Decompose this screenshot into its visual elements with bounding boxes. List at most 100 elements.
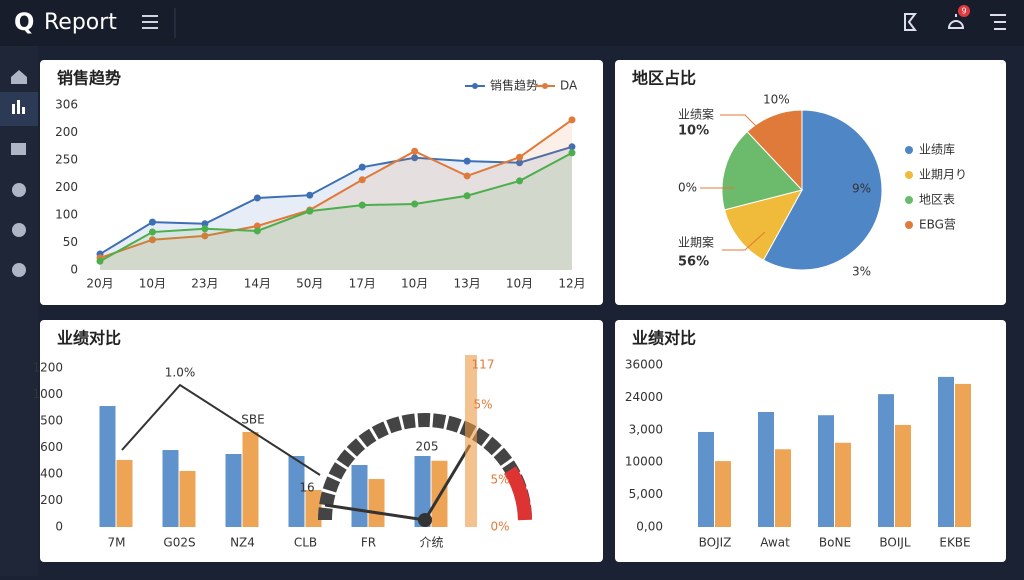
bell-icon[interactable] xyxy=(947,14,965,29)
bar xyxy=(305,490,322,527)
bar xyxy=(162,450,179,527)
point xyxy=(148,228,156,236)
x-tick-label: CLB xyxy=(294,536,317,550)
x-tick-label: BOIJL xyxy=(879,536,911,550)
y-tick-label: 1200 xyxy=(32,361,63,375)
point xyxy=(516,159,524,167)
annotation: 10% xyxy=(763,93,790,107)
panel xyxy=(40,60,603,305)
point xyxy=(253,227,261,235)
line xyxy=(99,119,573,259)
point xyxy=(358,163,366,171)
trend-line xyxy=(121,383,321,476)
x-tick-label: G02S xyxy=(163,536,195,550)
bar xyxy=(818,415,834,527)
panel-title: 业绩对比 xyxy=(632,329,696,348)
bar xyxy=(116,459,133,527)
panel-title: 地区占比 xyxy=(632,69,696,88)
bar xyxy=(242,431,259,527)
annotation: 业期案 xyxy=(678,235,714,250)
bar xyxy=(99,406,116,527)
point xyxy=(96,257,104,265)
x-tick-label: 介统 xyxy=(419,536,443,550)
share-icon[interactable] xyxy=(904,13,917,31)
annotation: 业绩案 xyxy=(678,107,714,122)
point xyxy=(516,177,524,185)
logo-mark[interactable]: Q xyxy=(14,8,34,36)
y-tick-label: 0 xyxy=(70,263,78,277)
point xyxy=(358,201,366,209)
y-tick-label: 1000 xyxy=(32,387,63,401)
legend-label: EBG营 xyxy=(919,218,956,232)
logo-text[interactable]: Report xyxy=(44,10,117,35)
annotation: 117 xyxy=(472,358,495,372)
point xyxy=(201,232,209,240)
menu-button[interactable] xyxy=(142,15,158,29)
point xyxy=(358,176,366,184)
y-tick-label: 200 xyxy=(40,493,63,507)
y-tick-label: 3,000 xyxy=(629,422,663,436)
y-tick-label: 24000 xyxy=(625,390,663,404)
x-tick-label: FR xyxy=(361,536,376,550)
point xyxy=(411,200,419,208)
sidebar-icons[interactable] xyxy=(11,70,27,277)
pie-slice xyxy=(746,109,803,192)
y-tick-label: 0,00 xyxy=(636,520,663,534)
badge-count: 9 xyxy=(961,7,966,16)
leader-line xyxy=(722,231,766,251)
legend-label: 业绩库 xyxy=(919,142,955,157)
list-icon[interactable] xyxy=(990,14,1006,30)
point xyxy=(306,191,314,199)
annotation: SBE xyxy=(241,413,264,427)
x-tick-label: 10月 xyxy=(139,277,166,291)
bar xyxy=(414,455,431,527)
y-tick-label: 600 xyxy=(40,440,63,454)
y-tick-label: 10000 xyxy=(625,455,663,469)
pie-slice xyxy=(723,189,803,261)
x-tick-label: 17月 xyxy=(349,277,376,291)
area xyxy=(100,152,572,270)
bar xyxy=(895,424,911,527)
bar xyxy=(835,442,851,527)
x-tick-label: EKBE xyxy=(939,536,970,550)
pie-slice xyxy=(762,109,883,271)
annotation: 16 xyxy=(299,481,314,495)
point xyxy=(201,225,209,233)
point xyxy=(568,143,576,151)
y-tick-label: 5,000 xyxy=(629,487,663,501)
legend-marker xyxy=(905,196,913,204)
bar xyxy=(288,455,305,527)
annotation: 56% xyxy=(678,255,709,270)
y-tick-label: 100 xyxy=(55,208,78,222)
x-tick-label: 12月 xyxy=(558,277,585,291)
point xyxy=(463,192,471,200)
bar xyxy=(698,431,714,527)
annotation: 5% xyxy=(490,473,509,487)
bar xyxy=(368,479,385,527)
x-tick-label: 14月 xyxy=(244,277,271,291)
annotation: 205 xyxy=(416,440,439,454)
x-tick-label: BOJIZ xyxy=(699,536,732,550)
point xyxy=(148,218,156,226)
legend-marker xyxy=(472,83,478,89)
point xyxy=(411,154,419,162)
point xyxy=(201,220,209,228)
bar xyxy=(758,411,774,527)
x-tick-label: NZ4 xyxy=(230,536,255,550)
point xyxy=(516,153,524,161)
leader-line xyxy=(720,114,771,141)
x-tick-label: 13月 xyxy=(453,277,480,291)
y-tick-label: 250 xyxy=(55,153,78,167)
annotation: 0% xyxy=(678,181,697,195)
y-tick-label: 306 xyxy=(55,98,78,112)
annotation: 1.0% xyxy=(165,366,196,380)
x-tick-label: 10月 xyxy=(401,277,428,291)
bar xyxy=(225,453,242,527)
legend-label: 地区表 xyxy=(919,193,955,207)
x-tick-label: 10月 xyxy=(506,277,533,291)
bar xyxy=(351,464,368,527)
point xyxy=(253,194,261,202)
bar xyxy=(955,383,971,527)
legend-marker xyxy=(905,146,913,154)
